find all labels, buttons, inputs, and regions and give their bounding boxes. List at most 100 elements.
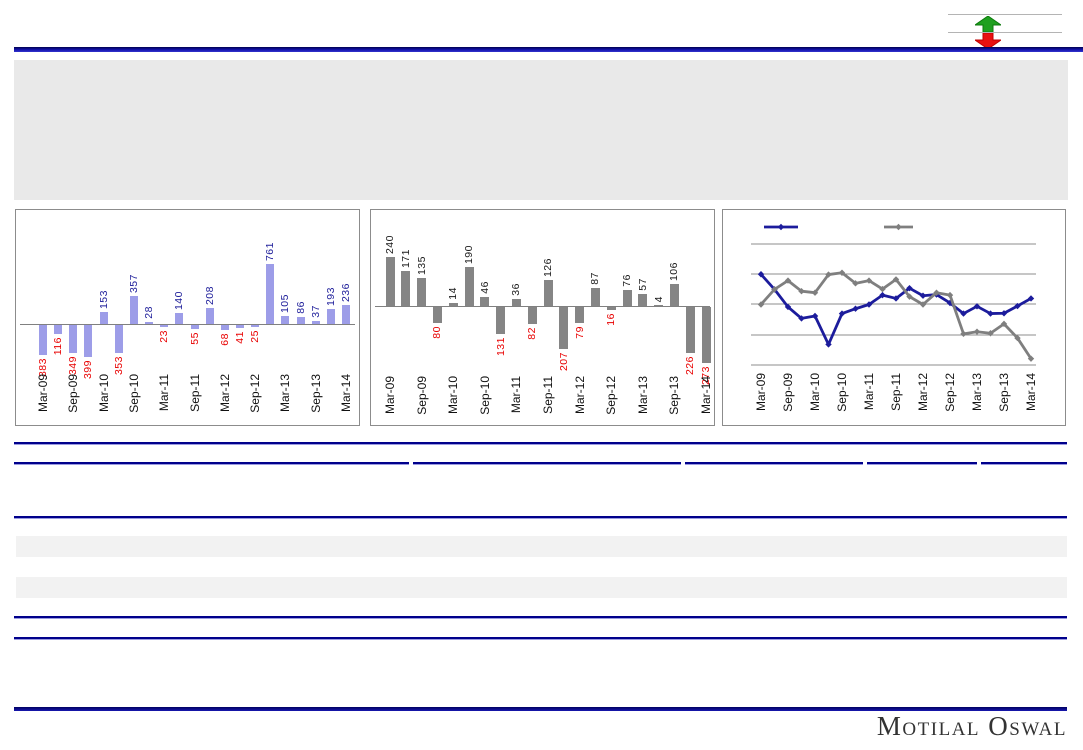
x-axis-line [375, 306, 710, 307]
x-tick-label: Mar-10 [96, 374, 111, 413]
x-tick-label: Mar-09 [383, 376, 397, 415]
top-rule [14, 47, 1083, 52]
data-point-marker [1014, 334, 1021, 342]
bar [84, 325, 93, 357]
data-point-marker [1027, 295, 1035, 302]
bar [606, 307, 616, 310]
bar-value-label: 190 [463, 244, 475, 264]
table-bottom-rule [14, 637, 1067, 640]
x-tick-label: Mar-11 [509, 376, 524, 414]
bar [638, 294, 648, 306]
data-point-marker [987, 330, 994, 337]
table-mid-rule [14, 516, 1067, 519]
x-tick-label: Mar-13 [970, 373, 984, 412]
table-row-band-1 [16, 536, 1067, 557]
bar-value-label: 106 [668, 261, 681, 281]
x-tick-label: Sep-11 [889, 373, 903, 411]
x-tick-label: Mar-10 [808, 373, 822, 412]
bar-value-label: 76 [621, 274, 633, 287]
data-point-marker [1000, 310, 1008, 317]
x-tick-label: Mar-12 [916, 373, 930, 412]
table-top-rule [14, 442, 1067, 445]
bar-value-label: 80 [431, 326, 444, 339]
data-point-marker [757, 301, 765, 308]
bar [417, 278, 427, 306]
bar-value-label: 87 [589, 272, 602, 285]
bar [69, 325, 78, 353]
bar-value-label: 79 [573, 326, 586, 339]
data-point-marker [852, 280, 859, 287]
middle-bar-chart: 240 171 135 80 14 190 46 131 36 82 126 207 79 87 16 76 5… [370, 209, 715, 426]
bar [251, 325, 260, 327]
widget-divider-top [948, 14, 1062, 15]
data-point-marker [865, 301, 873, 308]
x-tick-label: Sep-13 [667, 376, 682, 415]
data-point-marker [757, 271, 765, 278]
table-header-underline-5 [981, 462, 1067, 465]
x-tick-label: Sep-09 [781, 373, 795, 412]
data-point-marker [960, 310, 967, 317]
x-tick-label: Mar-14 [699, 376, 713, 415]
bar-value-label: 46 [478, 281, 491, 294]
red-down-arrow-icon[interactable] [975, 33, 1001, 49]
table-row-band-2 [16, 577, 1067, 598]
bar-value-label: 761 [264, 241, 277, 261]
x-tick-label: Mar-12 [217, 374, 232, 413]
x-tick-label: Sep-11 [541, 376, 555, 414]
data-point-marker [892, 295, 900, 302]
bar [590, 288, 600, 306]
bar [464, 267, 474, 306]
data-point-marker [825, 341, 832, 348]
bar-value-label: 57 [636, 278, 649, 291]
bar [114, 325, 123, 353]
x-axis-line [20, 324, 355, 325]
bar-value-label: 14 [447, 287, 460, 300]
bar [175, 313, 184, 324]
bar [39, 325, 47, 355]
bar [669, 284, 679, 306]
green-up-arrow-icon[interactable] [975, 16, 1001, 32]
x-tick-label: Sep-12 [943, 373, 957, 412]
data-point-marker [771, 286, 778, 293]
data-point-marker [973, 328, 981, 335]
bar-value-label: 37 [309, 305, 322, 318]
x-tick-label: Mar-14 [1024, 373, 1038, 412]
bar [496, 307, 506, 334]
data-point-marker [838, 310, 846, 317]
bar [432, 307, 442, 323]
brand-logo: Motilal Oswal [876, 711, 1067, 741]
bar [401, 271, 411, 306]
data-point-marker [865, 277, 873, 284]
bar [129, 296, 138, 324]
data-point-marker [838, 269, 846, 276]
data-point-marker [879, 285, 886, 293]
x-tick-label: Mar-13 [278, 374, 293, 413]
bar [205, 308, 214, 324]
bar-value-label: 25 [249, 330, 262, 343]
data-point-marker [777, 223, 785, 231]
data-point-marker [798, 315, 805, 322]
bar [54, 325, 63, 334]
x-tick-label: Sep-10 [126, 374, 141, 413]
bar [296, 317, 305, 324]
data-point-marker [933, 289, 940, 296]
bar-value-label: 86 [294, 301, 307, 314]
header-panel-blank [14, 60, 1068, 200]
x-tick-label: Sep-09 [414, 376, 429, 415]
bar [622, 290, 632, 306]
bar-value-label: 28 [143, 306, 156, 319]
data-point-marker [960, 330, 967, 338]
bar [326, 309, 335, 324]
bar [701, 307, 711, 363]
bar-value-label: 4 [652, 295, 665, 302]
data-point-marker [879, 291, 886, 299]
table-header-underline-1 [14, 462, 409, 465]
data-point-marker [784, 277, 792, 284]
data-point-marker [852, 305, 859, 312]
bar-value-label: 399 [82, 360, 95, 380]
bar-value-label: 55 [188, 332, 201, 345]
bar [527, 307, 537, 324]
x-tick-label: Sep-11 [187, 374, 202, 412]
bar-value-label: 41 [233, 331, 246, 344]
x-tick-label: Mar-11 [157, 374, 172, 412]
